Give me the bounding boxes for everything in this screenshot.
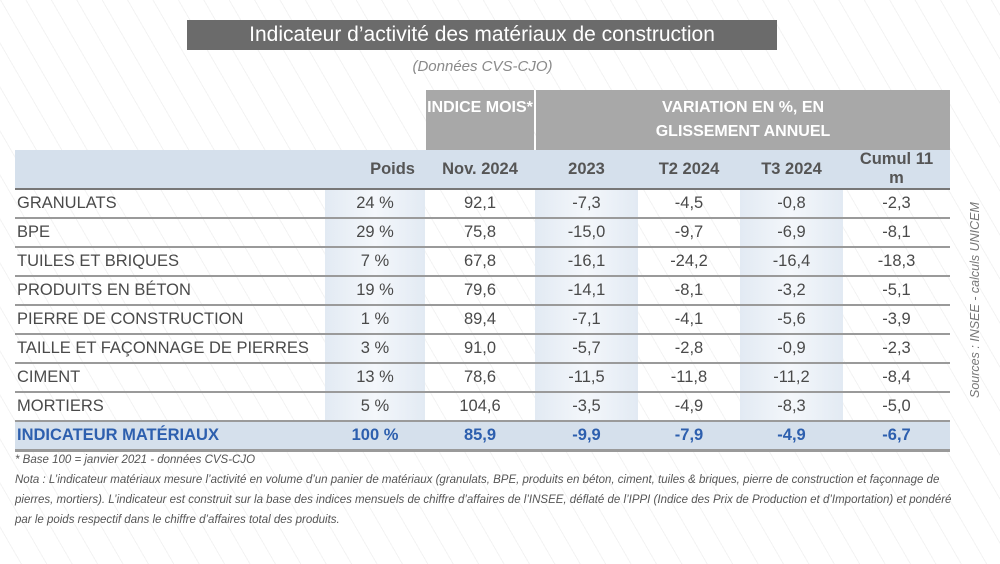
cell: -14,1 <box>535 276 638 306</box>
table-row: TAILLE ET FAÇONNAGE DE PIERRES 3 % 91,0 -5,… <box>15 334 950 364</box>
nota: Nota : L’indicateur matériaux mesure l’a… <box>15 474 952 526</box>
cell: 89,4 <box>425 305 535 335</box>
row-label: TUILES ET BRIQUES <box>15 247 325 277</box>
cell: 78,6 <box>425 363 535 393</box>
cell: 5 % <box>325 392 425 422</box>
table-row: GRANULATS 24 % 92,1 -7,3 -4,5 -0,8 -2,3 <box>15 189 950 219</box>
cell: -11,5 <box>535 363 638 393</box>
row-label: TAILLE ET FAÇONNAGE DE PIERRES <box>15 334 325 364</box>
data-table: Poids Nov. 2024 2023 T2 2024 T3 2024 Cumul 11… <box>15 150 950 452</box>
cell: -2,3 <box>843 334 950 364</box>
cell: 100 % <box>325 421 425 452</box>
cell: -3,5 <box>535 392 638 422</box>
table-row: MORTIERS 5 % 104,6 -3,5 -4,9 -8,3 -5,0 <box>15 392 950 422</box>
cell: -18,3 <box>843 247 950 277</box>
cell: 79,6 <box>425 276 535 306</box>
cell: -24,2 <box>638 247 740 277</box>
cell: 67,8 <box>425 247 535 277</box>
cell: -5,1 <box>843 276 950 306</box>
cell: -7,9 <box>638 421 740 452</box>
table-row: PIERRE DE CONSTRUCTION 1 % 89,4 -7,1 -4,1 -5,… <box>15 305 950 335</box>
cell: -8,1 <box>638 276 740 306</box>
cell: -16,4 <box>740 247 843 277</box>
header-indice: INDICE MOIS* <box>426 90 534 150</box>
table-title: Indicateur d’activité des matériaux de c… <box>187 20 777 50</box>
cell: -2,8 <box>638 334 740 364</box>
row-label: MORTIERS <box>15 392 325 422</box>
cell: -4,5 <box>638 189 740 219</box>
cell: 75,8 <box>425 218 535 248</box>
table-row: TUILES ET BRIQUES 7 % 67,8 -16,1 -24,2 -16,4-… <box>15 247 950 277</box>
table-row: PRODUITS EN BÉTON 19 % 79,6 -14,1 -8,1 -3,2 -5… <box>15 276 950 306</box>
cell: -2,3 <box>843 189 950 219</box>
column-header: T2 2024 <box>638 150 740 190</box>
cell: -4,1 <box>638 305 740 335</box>
cell: -6,7 <box>843 421 950 452</box>
cell: -8,4 <box>843 363 950 393</box>
table-subtitle: (Données CVS-CJO) <box>412 58 553 75</box>
row-label: GRANULATS <box>15 189 325 219</box>
cell: -15,0 <box>535 218 638 248</box>
cell: 91,0 <box>425 334 535 364</box>
column-header: Cumul 11 m <box>843 150 950 190</box>
source-credit: Sources : INSEE - calculs UNICEM <box>968 202 982 398</box>
cell: 7 % <box>325 247 425 277</box>
cell: 1 % <box>325 305 425 335</box>
cell: 85,9 <box>425 421 535 452</box>
header-variation: VARIATION EN %, EN GLISSEMENT ANNUEL <box>536 90 950 150</box>
footnote: * Base 100 = janvier 2021 - données CVS-… <box>15 454 256 466</box>
cell: -3,2 <box>740 276 843 306</box>
row-label: PIERRE DE CONSTRUCTION <box>15 305 325 335</box>
table-row: BPE 29 % 75,8 -15,0 -9,7 -6,9 -8,1 <box>15 218 950 248</box>
cell: 24 % <box>325 189 425 219</box>
cell: -11,2 <box>740 363 843 393</box>
cell: 29 % <box>325 218 425 248</box>
row-label: INDICATEUR MATÉRIAUX <box>15 421 325 452</box>
cell: -4,9 <box>638 392 740 422</box>
cell: 104,6 <box>425 392 535 422</box>
column-header: Nov. 2024 <box>425 150 535 190</box>
cell: -11,8 <box>638 363 740 393</box>
cell: -16,1 <box>535 247 638 277</box>
cell: -5,7 <box>535 334 638 364</box>
cell: -3,9 <box>843 305 950 335</box>
column-header: Poids <box>325 150 425 190</box>
table-row: CIMENT 13 % 78,6 -11,5 -11,8 -11,2 -8,4 <box>15 363 950 393</box>
cell: -5,0 <box>843 392 950 422</box>
cell: 3 % <box>325 334 425 364</box>
notes: * Base 100 = janvier 2021 - données CVS-… <box>15 450 965 530</box>
cell: -0,8 <box>740 189 843 219</box>
cell: 92,1 <box>425 189 535 219</box>
row-label: PRODUITS EN BÉTON <box>15 276 325 306</box>
cell: -9,7 <box>638 218 740 248</box>
cell: -5,6 <box>740 305 843 335</box>
cell: -4,9 <box>740 421 843 452</box>
cell: -9,9 <box>535 421 638 452</box>
cell: -8,1 <box>843 218 950 248</box>
column-header-row: Poids Nov. 2024 2023 T2 2024 T3 2024 Cumul 11… <box>15 150 950 190</box>
cell: -0,9 <box>740 334 843 364</box>
cell: -7,3 <box>535 189 638 219</box>
cell: 13 % <box>325 363 425 393</box>
total-row: INDICATEUR MATÉRIAUX 100 % 85,9 -9,9 -7,9 -4,… <box>15 421 950 452</box>
cell: -7,1 <box>535 305 638 335</box>
column-header: T3 2024 <box>740 150 843 190</box>
cell: 19 % <box>325 276 425 306</box>
cell: -8,3 <box>740 392 843 422</box>
column-header <box>15 150 325 190</box>
column-header: 2023 <box>535 150 638 190</box>
row-label: BPE <box>15 218 325 248</box>
row-label: CIMENT <box>15 363 325 393</box>
cell: -6,9 <box>740 218 843 248</box>
